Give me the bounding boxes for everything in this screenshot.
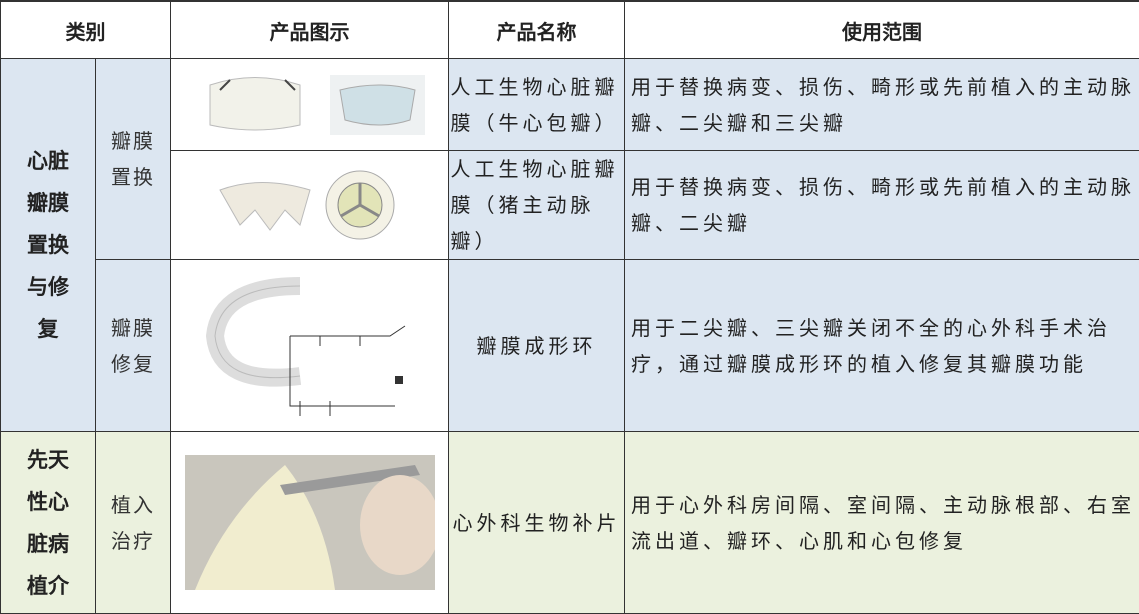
- row: 瓣膜修复 瓣膜成形环 用于二尖瓣、三尖瓣关闭不全的心外科手术治疗，通过瓣膜成形环…: [1, 260, 1139, 432]
- valve-image: [210, 165, 410, 245]
- patch-image: [185, 455, 435, 590]
- subcategory: 植入治疗: [109, 487, 157, 559]
- product-usage: 用于心外科房间隔、室间隔、主动脉根部、右室流出道、瓣环、心肌和心包修复: [631, 487, 1139, 559]
- product-name: 人工生物心脏瓣膜（牛心包瓣）: [451, 69, 623, 141]
- usage-cell: 用于替换病变、损伤、畸形或先前植入的主动脉瓣、二尖瓣和三尖瓣: [625, 59, 1139, 151]
- product-usage: 用于替换病变、损伤、畸形或先前植入的主动脉瓣、二尖瓣和三尖瓣: [631, 69, 1139, 141]
- subcategory: 瓣膜修复: [109, 310, 157, 382]
- product-name: 心外科生物补片: [451, 505, 623, 541]
- subcategory-cell: 瓣膜置换: [96, 59, 171, 260]
- product-name: 瓣膜成形环: [451, 328, 623, 364]
- row: 心脏瓣膜置换与修复 瓣膜置换 人工生物心脏瓣膜（牛心包瓣） 用于替换病变、损伤、…: [1, 59, 1139, 151]
- subcategory: 瓣膜置换: [109, 123, 157, 195]
- category-cell: 先天性心脏病植介: [1, 432, 96, 614]
- category-cell: 心脏瓣膜置换与修复: [1, 59, 96, 432]
- usage-cell: 用于心外科房间隔、室间隔、主动脉根部、右室流出道、瓣环、心肌和心包修复: [625, 432, 1139, 614]
- category: 先天性心脏病植介: [25, 439, 71, 607]
- header-cell: 使用范围: [625, 1, 1139, 59]
- image-cell: [171, 260, 449, 432]
- row: 先天性心脏病植介 植入治疗 心外科生物补片 用于心外科房间隔、室间隔、主动脉根部…: [1, 432, 1139, 614]
- header-cell: 产品名称: [449, 1, 625, 59]
- header-cell: 类别: [1, 1, 171, 59]
- ring-image: [190, 266, 430, 426]
- product-usage: 用于替换病变、损伤、畸形或先前植入的主动脉瓣、二尖瓣: [631, 169, 1139, 241]
- image-cell: [171, 151, 449, 260]
- product-usage: 用于二尖瓣、三尖瓣关闭不全的心外科手术治疗，通过瓣膜成形环的植入修复其瓣膜功能: [631, 310, 1139, 382]
- category: 心脏瓣膜置换与修复: [25, 140, 71, 350]
- image-cell: [171, 432, 449, 614]
- image-cell: [171, 59, 449, 151]
- header-row: 类别 产品图示 产品名称 使用范围: [1, 1, 1139, 59]
- page: 类别 产品图示 产品名称 使用范围 心脏瓣膜置换与修复 瓣膜置换 人工生物心脏瓣…: [0, 0, 1139, 590]
- row: 人工生物心脏瓣膜（猪主动脉瓣） 用于替换病变、损伤、畸形或先前植入的主动脉瓣、二…: [1, 151, 1139, 260]
- name-cell: 人工生物心脏瓣膜（牛心包瓣）: [449, 59, 625, 151]
- name-cell: 瓣膜成形环: [449, 260, 625, 432]
- subcategory-cell: 瓣膜修复: [96, 260, 171, 432]
- usage-cell: 用于二尖瓣、三尖瓣关闭不全的心外科手术治疗，通过瓣膜成形环的植入修复其瓣膜功能: [625, 260, 1139, 432]
- name-cell: 心外科生物补片: [449, 432, 625, 614]
- product-name: 人工生物心脏瓣膜（猪主动脉瓣）: [451, 151, 623, 259]
- subcategory-cell: 植入治疗: [96, 432, 171, 614]
- header-cell: 产品图示: [171, 1, 449, 59]
- usage-cell: 用于替换病变、损伤、畸形或先前植入的主动脉瓣、二尖瓣: [625, 151, 1139, 260]
- name-cell: 人工生物心脏瓣膜（猪主动脉瓣）: [449, 151, 625, 260]
- valve-image: [190, 65, 430, 145]
